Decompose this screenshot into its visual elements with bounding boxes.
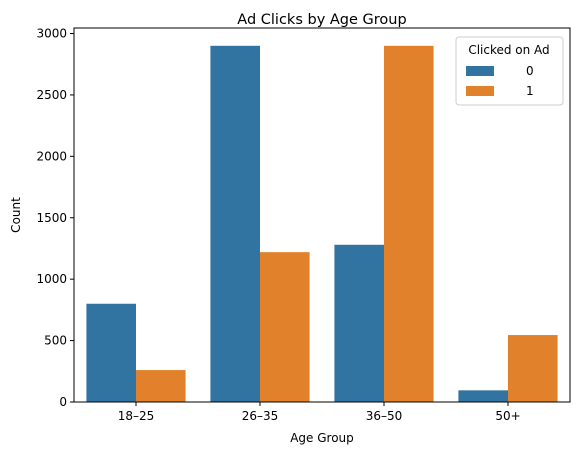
bar-26–35-series-1 [260,252,310,402]
y-tick-label: 500 [44,334,67,348]
y-tick-label: 1500 [36,211,67,225]
legend-items: 01 [466,64,534,98]
bar-18–25-series-0 [86,303,136,402]
legend-swatch-1 [466,86,494,96]
x-tick-label: 26–35 [242,409,279,423]
chart-title: Ad Clicks by Age Group [237,12,406,28]
x-axis: 18–25 26–35 36–50 50+ [118,402,521,423]
bar-18–25-series-1 [136,370,186,402]
x-tick-label: 18–25 [118,409,155,423]
y-tick-label: 2000 [36,149,67,163]
y-tick-label: 3000 [36,27,67,41]
y-tick-label: 0 [59,395,67,409]
plot-frame [73,27,571,403]
bar-50+-series-1 [508,335,558,402]
y-axis-title: Count [9,197,23,233]
bar-36–50-series-0 [334,244,384,402]
legend-title: Clicked on Ad [468,43,549,57]
x-axis-title: Age Group [290,431,354,445]
bar-26–35-series-0 [210,45,260,403]
x-tick-label: 50+ [495,409,520,423]
legend: Clicked on Ad 01 [455,36,564,106]
legend-label-0: 0 [526,64,534,78]
x-tick-label: 36–50 [366,409,403,423]
y-tick-label: 1000 [36,272,67,286]
bars-group [86,45,558,403]
bar-50+-series-0 [458,390,508,402]
bar-36–50-series-1 [384,45,434,403]
legend-swatch-0 [466,66,494,76]
legend-label-1: 1 [526,84,534,98]
y-tick-label: 2500 [36,88,67,102]
y-axis: 0 500 1000 1500 2000 2500 3000 [36,27,74,409]
